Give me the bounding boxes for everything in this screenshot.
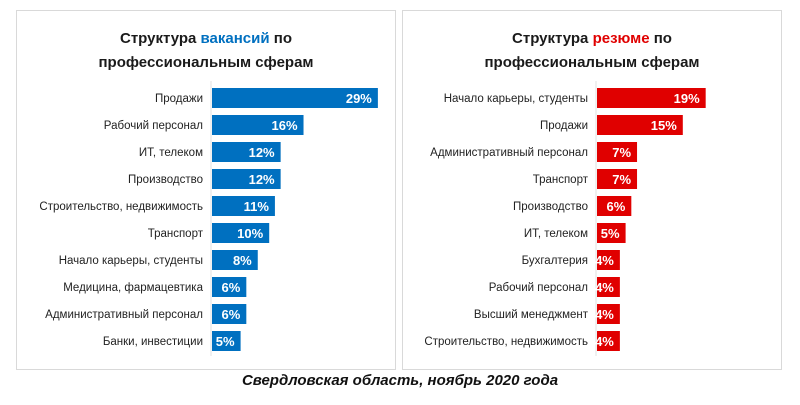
data-label: 7% (612, 145, 631, 160)
title-part: по (649, 30, 672, 47)
title-highlight: резюме (592, 30, 650, 47)
data-label: 6% (222, 280, 241, 295)
resumes-chart-panel: Структура резюме по профессиональным сфе… (402, 10, 782, 370)
category-label: Административный персонал (430, 147, 588, 159)
title-highlight: вакансий (200, 30, 270, 47)
data-label: 4% (595, 334, 614, 349)
category-label: Строительство, недвижимость (39, 201, 203, 213)
bar (597, 223, 626, 243)
data-label: 6% (607, 199, 626, 214)
category-label: Рабочий персонал (104, 120, 203, 132)
category-label: Банки, инвестиции (103, 336, 203, 348)
bar (597, 331, 620, 351)
title-part: Структура (512, 30, 593, 47)
bar (597, 277, 620, 297)
category-label: Производство (513, 201, 588, 213)
data-label: 8% (233, 253, 252, 268)
data-label: 5% (216, 334, 235, 349)
data-label: 12% (249, 145, 275, 160)
bar-chart: Продажи 29% Рабочий персонал 16% ИТ, телеком… (39, 81, 378, 356)
category-label: Строительство, недвижимость (424, 336, 588, 348)
bar (597, 169, 638, 189)
data-label: 15% (651, 118, 677, 133)
bar (212, 196, 275, 216)
bar (212, 304, 247, 324)
data-label: 16% (271, 118, 297, 133)
category-label: Высший менеджмент (474, 309, 589, 321)
bar (212, 88, 378, 108)
bar (212, 250, 258, 270)
category-label: ИТ, телеком (524, 228, 588, 240)
category-label: Продажи (540, 120, 588, 132)
bar (597, 115, 683, 135)
data-label: 5% (601, 226, 620, 241)
chart-title: Структура резюме по профессиональным сфе… (403, 27, 781, 75)
data-label: 6% (222, 307, 241, 322)
category-label: Административный персонал (45, 309, 203, 321)
bar (212, 277, 247, 297)
category-label: Транспорт (148, 228, 204, 240)
bar (597, 196, 632, 216)
bar (597, 88, 706, 108)
category-label: Транспорт (533, 174, 589, 186)
data-label: 4% (595, 280, 614, 295)
caption: Свердловская область, ноябрь 2020 года (241, 372, 559, 389)
category-label: Бухгалтерия (522, 255, 588, 267)
data-label: 7% (612, 172, 631, 187)
bar (597, 304, 620, 324)
bar (212, 169, 281, 189)
category-label: Медицина, фармацевтика (63, 282, 203, 294)
vacancies-chart-panel: Структура вакансий по профессиональным с… (16, 10, 396, 370)
bar (212, 115, 304, 135)
category-label: Начало карьеры, студенты (59, 255, 203, 267)
title-part: профессиональным сферам (484, 54, 700, 71)
data-label: 29% (346, 91, 372, 106)
bar (212, 223, 270, 243)
title-part: по (269, 30, 292, 47)
bar (597, 142, 638, 162)
category-label: Рабочий персонал (489, 282, 588, 294)
chart-title: Структура вакансий по профессиональным с… (17, 27, 395, 75)
data-label: 4% (595, 253, 614, 268)
data-label: 10% (237, 226, 263, 241)
category-label: Производство (128, 174, 203, 186)
data-label: 19% (674, 91, 700, 106)
bar (212, 142, 281, 162)
title-part: Структура (120, 30, 201, 47)
data-label: 12% (249, 172, 275, 187)
data-label: 11% (244, 199, 270, 214)
data-label: 4% (595, 307, 614, 322)
category-label: Начало карьеры, студенты (444, 93, 588, 105)
category-label: ИТ, телеком (139, 147, 203, 159)
bar (597, 250, 620, 270)
bar-chart: Начало карьеры, студенты 19% Продажи 15% Адм… (424, 81, 706, 356)
category-label: Продажи (155, 93, 203, 105)
bar (212, 331, 241, 351)
title-part: профессиональным сферам (98, 54, 314, 71)
